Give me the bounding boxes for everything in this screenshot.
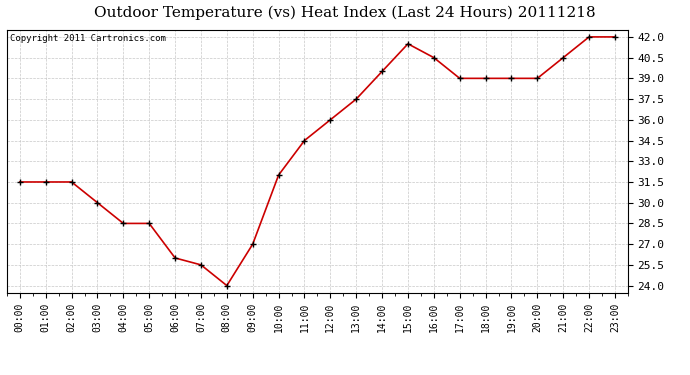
Text: Outdoor Temperature (vs) Heat Index (Last 24 Hours) 20111218: Outdoor Temperature (vs) Heat Index (Las… xyxy=(95,6,595,20)
Text: Copyright 2011 Cartronics.com: Copyright 2011 Cartronics.com xyxy=(10,34,166,43)
